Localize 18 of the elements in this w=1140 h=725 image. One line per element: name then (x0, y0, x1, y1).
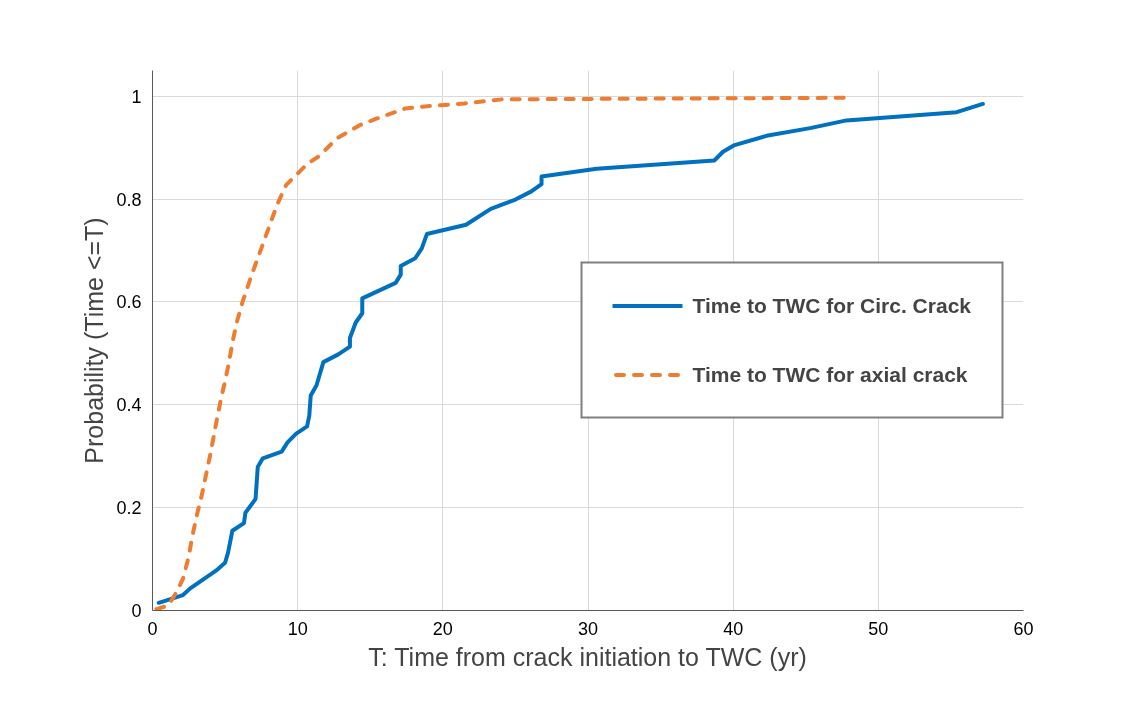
legend-label: Time to TWC for Circ. Crack (692, 293, 971, 318)
x-tick-label: 50 (868, 618, 889, 639)
x-tick-label: 10 (287, 618, 308, 639)
legend-label: Time to TWC for axial crack (692, 362, 968, 387)
y-tick-label: 1 (131, 86, 142, 107)
x-axis-title: T: Time from crack initiation to TWC (yr) (368, 642, 807, 671)
x-tick-label: 0 (147, 618, 158, 639)
x-tick-label: 30 (577, 618, 599, 639)
y-tick-label: 0.6 (116, 292, 142, 313)
y-tick-label: 0 (131, 601, 142, 621)
x-tick-label: 60 (1013, 618, 1034, 639)
x-tick-label: 20 (432, 618, 453, 639)
y-tick-label: 0.4 (116, 395, 142, 416)
line-series (156, 101, 985, 605)
y-tick-label: 0.8 (116, 189, 142, 210)
y-axis-title: Probability (Time <=T) (80, 217, 109, 464)
y-tick-label: 0.2 (116, 498, 142, 519)
x-tick-label: 40 (723, 618, 744, 639)
